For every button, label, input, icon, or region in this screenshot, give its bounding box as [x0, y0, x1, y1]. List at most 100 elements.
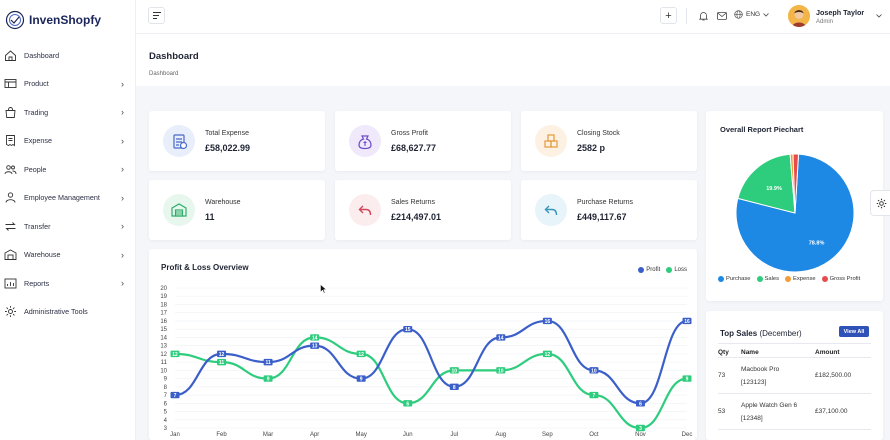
data-label: 9 [686, 377, 689, 383]
qty-cell: 73 [718, 357, 736, 394]
pie-legend-label: Expense [793, 276, 816, 282]
sidebar-item-label: Administrative Tools [24, 307, 88, 317]
data-label: 16 [684, 319, 690, 325]
sidebar-item-warehouse[interactable]: Warehouse › [0, 241, 135, 270]
data-point [263, 375, 273, 382]
page-heading: Dashboard Dashboard [136, 34, 890, 86]
legend-item-profit[interactable]: Profit [638, 267, 660, 273]
employee-icon [4, 191, 17, 204]
column-header[interactable]: Qty [718, 343, 736, 358]
data-label: 9 [267, 377, 270, 383]
top-sales-heading: Top Sales [720, 329, 758, 338]
language-selector[interactable]: ENG [734, 10, 769, 19]
chevron-right-icon: › [121, 192, 124, 203]
data-label: 6 [639, 401, 642, 407]
data-label: 16 [545, 319, 551, 325]
chevron-right-icon: › [121, 221, 124, 231]
data-point [356, 375, 366, 382]
brand[interactable]: InvenShopfy [0, 0, 135, 40]
chevron-right-icon: › [121, 78, 124, 89]
data-point [263, 358, 273, 366]
pie-legend-item[interactable]: Gross Profit [821, 276, 860, 282]
add-button[interactable]: + [660, 7, 677, 24]
top-header: + ENG Joseph Taylor Admin [136, 0, 890, 34]
sidebar-item-trading[interactable]: Trading › [0, 98, 135, 127]
pie-legend-label: Purchase [726, 276, 751, 282]
boxes-icon [535, 125, 567, 157]
warehouse-icon [4, 248, 17, 261]
product-code: [123123] [741, 378, 767, 386]
stat-label: Closing Stock [577, 130, 620, 137]
legend-item-loss[interactable]: Loss [666, 267, 687, 273]
data-label: 8 [453, 385, 456, 391]
pie-legend-item[interactable]: Expense [785, 276, 816, 282]
legend-dot-icon [666, 267, 673, 273]
pie-legend-item[interactable]: Purchase [718, 276, 751, 282]
stat-card-gross-profit[interactable]: Gross Profit £68,627.77 [335, 111, 511, 171]
sidebar-item-people[interactable]: People › [0, 155, 135, 184]
profit-loss-card: Profit & Loss Overview Profit Loss 20 19 1… [149, 249, 697, 440]
breadcrumb[interactable]: Dashboard [149, 71, 179, 77]
data-label: 10 [591, 368, 597, 374]
settings-gear-button[interactable] [870, 190, 890, 216]
y-tick-label: 9 [164, 377, 168, 383]
stat-value: 2582 p [577, 143, 606, 153]
sidebar-item-label: Product [24, 79, 49, 89]
table-row[interactable]: 73 Macbook Pro [123123] £182,500.00 [718, 357, 871, 394]
receipt-icon [4, 134, 17, 147]
data-point [217, 350, 227, 358]
stat-card-sales-returns[interactable]: Sales Returns £214,497.01 [335, 180, 511, 240]
x-tick-label: Jun [403, 432, 413, 438]
pie-legend-label: Sales [764, 276, 780, 282]
data-label: 14 [312, 335, 318, 341]
menu-toggle-button[interactable] [148, 7, 165, 24]
sidebar-item-reports[interactable]: Reports › [0, 269, 135, 298]
data-label: 12 [172, 352, 178, 358]
bag-icon [4, 106, 17, 119]
table-row[interactable]: 53 Apple Watch Gen 6 [12348] £37,100.00 [718, 393, 871, 430]
data-point [682, 375, 692, 382]
user-name: Joseph Taylor [816, 7, 865, 17]
sidebar-item-label: Employee Management [24, 193, 100, 203]
y-tick-label: 3 [164, 426, 168, 432]
sidebar-item-transfer[interactable]: Transfer › [0, 212, 135, 241]
sidebar-item-dashboard[interactable]: Dashboard [0, 41, 135, 70]
sidebar-item-administrative-tools[interactable]: Administrative Tools [0, 298, 135, 327]
data-label: 15 [405, 327, 411, 333]
money-bag-icon [349, 125, 381, 157]
sidebar-item-label: Warehouse [24, 250, 61, 260]
data-point [217, 358, 227, 366]
reports-icon [4, 277, 17, 290]
data-label: 10 [451, 368, 457, 374]
stat-value: £68,627.77 [391, 143, 437, 153]
stat-card-total-expense[interactable]: Total Expense £58,022.99 [149, 111, 325, 171]
column-header[interactable]: Name [736, 343, 810, 358]
view-all-button[interactable]: View All [839, 326, 869, 337]
column-header[interactable]: Amount [810, 343, 871, 358]
sidebar-item-employee-management[interactable]: Employee Management › [0, 184, 135, 213]
product-code: [12348] [741, 414, 763, 422]
mail-icon[interactable] [716, 10, 727, 21]
chart-legend: Profit Loss [638, 267, 687, 273]
qty-cell: 53 [718, 393, 736, 430]
pie-legend: Purchase Sales Expense Gross Profit [718, 276, 860, 282]
sidebar-item-expense[interactable]: Expense › [0, 127, 135, 156]
stat-value: £58,022.99 [205, 143, 251, 153]
overall-report-pie-chart: 78.8% 19.9% [735, 153, 855, 273]
y-tick-label: 14 [160, 335, 167, 341]
user-profile[interactable]: Joseph Taylor Admin [788, 5, 882, 27]
stat-value: 11 [205, 212, 215, 222]
stat-card-purchase-returns[interactable]: Purchase Returns £449,117.67 [521, 180, 697, 240]
y-tick-label: 12 [160, 352, 167, 358]
data-label: 12 [219, 352, 225, 358]
sidebar: InvenShopfy Dashboard Product › Trading › Exp… [0, 0, 136, 440]
stat-card-warehouse[interactable]: Warehouse 11 [149, 180, 325, 240]
stat-card-closing-stock[interactable]: Closing Stock 2582 p [521, 111, 697, 171]
table-header-row: Qty Name Amount [718, 343, 871, 358]
y-tick-label: 7 [164, 393, 168, 399]
notification-bell-icon[interactable] [698, 10, 709, 21]
sidebar-item-product[interactable]: Product › [0, 70, 135, 99]
data-label: 6 [406, 401, 409, 407]
pie-legend-item[interactable]: Sales [756, 276, 780, 282]
y-tick-label: 8 [164, 385, 168, 391]
